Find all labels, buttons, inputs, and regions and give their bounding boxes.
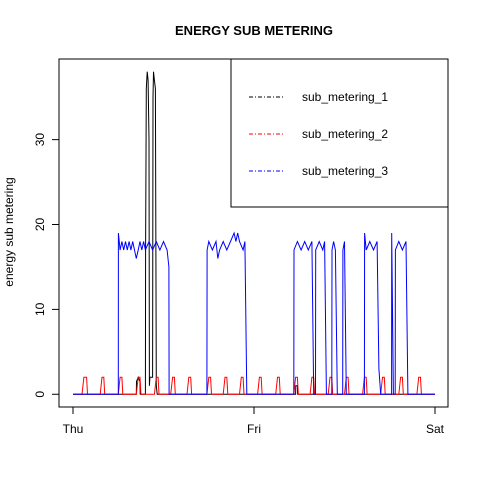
y-axis: 0 10 20 30 (33, 133, 59, 398)
legend-box (230, 58, 449, 208)
y-tick-label-0: 0 (33, 391, 47, 398)
series-layer (73, 71, 435, 395)
x-axis: Thu Fri Sat (63, 407, 445, 436)
y-tick-label-1: 10 (33, 302, 47, 316)
x-tick-label-fri: Fri (247, 422, 261, 436)
y-tick-label-2: 20 (33, 218, 47, 232)
legend-label-sub-metering-3: sub_metering_3 (302, 164, 388, 178)
legend-label-sub-metering-2: sub_metering_2 (302, 127, 388, 141)
legend: sub_metering_1 sub_metering_2 sub_metering… (230, 58, 449, 208)
chart-title: ENERGY SUB METERING (175, 23, 333, 38)
y-tick-label-3: 30 (33, 133, 47, 147)
legend-label-sub-metering-1: sub_metering_1 (302, 90, 388, 104)
x-tick-label-thu: Thu (63, 422, 84, 436)
series-line-sub-metering-3 (73, 231, 435, 395)
y-axis-label: energy sub metering (2, 177, 16, 286)
x-tick-label-sat: Sat (426, 422, 445, 436)
